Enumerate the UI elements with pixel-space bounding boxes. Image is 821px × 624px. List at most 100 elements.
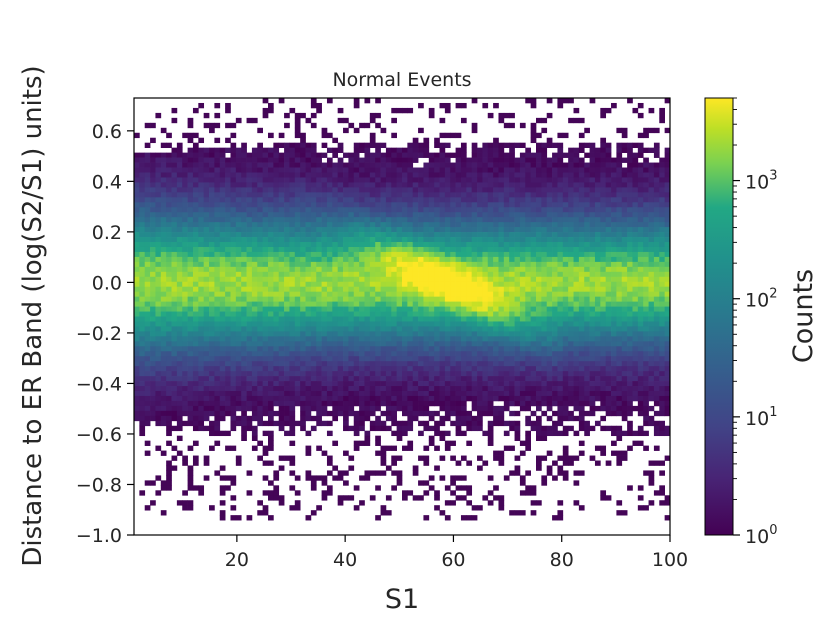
heatmap-cell bbox=[557, 465, 564, 471]
heatmap-cell bbox=[439, 217, 446, 223]
heatmap-cell bbox=[385, 227, 392, 233]
heatmap-cell bbox=[391, 311, 397, 317]
heatmap-cell bbox=[396, 157, 403, 163]
heatmap-cell bbox=[134, 207, 140, 213]
heatmap-cell bbox=[310, 202, 317, 208]
heatmap-cell bbox=[225, 286, 231, 293]
heatmap-cell bbox=[203, 177, 210, 183]
heatmap-cell bbox=[503, 122, 510, 129]
heatmap-cell bbox=[557, 192, 564, 198]
heatmap-cell bbox=[262, 242, 269, 248]
heatmap-cell bbox=[257, 395, 263, 402]
heatmap-cell bbox=[423, 281, 430, 288]
heatmap-cell bbox=[450, 167, 456, 173]
heatmap-cell bbox=[225, 207, 231, 213]
heatmap-cell bbox=[450, 336, 456, 342]
heatmap-cell bbox=[525, 187, 531, 193]
heatmap-cell bbox=[150, 246, 156, 253]
heatmap-cell bbox=[294, 271, 301, 278]
heatmap-cell bbox=[246, 386, 253, 392]
heatmap-cell bbox=[155, 371, 162, 377]
heatmap-cell bbox=[225, 395, 231, 402]
heatmap-cell bbox=[546, 425, 553, 432]
heatmap-cell bbox=[150, 500, 156, 506]
heatmap-cell bbox=[176, 341, 183, 347]
heatmap-cell bbox=[316, 376, 322, 382]
heatmap-cell bbox=[310, 122, 317, 129]
heatmap-cell bbox=[343, 172, 349, 178]
heatmap-cell bbox=[353, 157, 360, 163]
heatmap-cell bbox=[134, 227, 140, 233]
heatmap-cell bbox=[134, 390, 140, 397]
heatmap-cell bbox=[380, 341, 387, 347]
heatmap-cell bbox=[525, 286, 531, 293]
heatmap-cell bbox=[530, 276, 537, 283]
heatmap-cell bbox=[450, 381, 456, 387]
heatmap-cell bbox=[552, 395, 558, 402]
heatmap-cell bbox=[428, 187, 435, 193]
heatmap-cell bbox=[503, 371, 510, 377]
heatmap-cell bbox=[294, 296, 301, 302]
heatmap-cell bbox=[552, 356, 558, 362]
heatmap-cell bbox=[332, 202, 339, 208]
heatmap-cell bbox=[466, 306, 473, 312]
heatmap-cell bbox=[364, 147, 371, 153]
heatmap-cell bbox=[353, 361, 360, 367]
heatmap-cell bbox=[268, 331, 274, 337]
heatmap-cell bbox=[434, 276, 440, 283]
heatmap-cell bbox=[198, 256, 205, 263]
heatmap-cell bbox=[278, 306, 285, 312]
heatmap-cell bbox=[385, 256, 392, 263]
heatmap-cell bbox=[428, 266, 435, 273]
heatmap-cell bbox=[434, 306, 440, 312]
heatmap-cell bbox=[171, 177, 178, 183]
heatmap-cell bbox=[385, 187, 392, 193]
heatmap-cell bbox=[171, 386, 178, 392]
heatmap-cell bbox=[219, 261, 226, 268]
heatmap-cell bbox=[316, 405, 322, 412]
heatmap-cell bbox=[552, 381, 558, 387]
heatmap-cell bbox=[482, 177, 489, 183]
heatmap-cell bbox=[369, 172, 376, 178]
heatmap-cell bbox=[155, 281, 162, 288]
heatmap-cell bbox=[294, 420, 301, 427]
heatmap-cell bbox=[337, 222, 344, 228]
heatmap-cell bbox=[278, 232, 285, 238]
heatmap-cell bbox=[166, 425, 172, 432]
heatmap-cell bbox=[375, 366, 381, 372]
heatmap-cell bbox=[160, 251, 167, 258]
heatmap-cell bbox=[192, 162, 199, 168]
heatmap-cell bbox=[482, 296, 489, 302]
heatmap-cell bbox=[198, 271, 205, 278]
heatmap-cell bbox=[198, 187, 205, 193]
heatmap-cell bbox=[455, 321, 462, 327]
heatmap-cell bbox=[482, 242, 489, 248]
heatmap-cell bbox=[230, 276, 237, 283]
heatmap-cell bbox=[166, 207, 172, 213]
heatmap-cell bbox=[209, 222, 215, 228]
heatmap-cell bbox=[326, 222, 333, 228]
heatmap-cell bbox=[493, 152, 499, 158]
heatmap-cell bbox=[144, 197, 151, 203]
heatmap-cell bbox=[305, 361, 312, 367]
heatmap-cell bbox=[364, 435, 371, 441]
heatmap-cell bbox=[557, 276, 564, 283]
heatmap-cell bbox=[192, 207, 199, 213]
heatmap-cell bbox=[557, 251, 564, 258]
heatmap-cell bbox=[514, 376, 521, 382]
heatmap-cell bbox=[444, 177, 451, 183]
heatmap-cell bbox=[434, 137, 440, 144]
heatmap-cell bbox=[487, 381, 494, 387]
heatmap-cell bbox=[214, 356, 221, 362]
heatmap-cell bbox=[385, 346, 392, 352]
heatmap-cell bbox=[257, 147, 263, 153]
heatmap-cell bbox=[278, 177, 285, 183]
heatmap-cell bbox=[434, 490, 440, 496]
heatmap-cell bbox=[385, 242, 392, 248]
heatmap-cell bbox=[557, 246, 564, 253]
heatmap-cell bbox=[251, 435, 258, 441]
heatmap-cell bbox=[176, 331, 183, 337]
heatmap-cell bbox=[241, 271, 247, 278]
heatmap-cell bbox=[262, 475, 269, 481]
heatmap-cell bbox=[450, 192, 456, 198]
